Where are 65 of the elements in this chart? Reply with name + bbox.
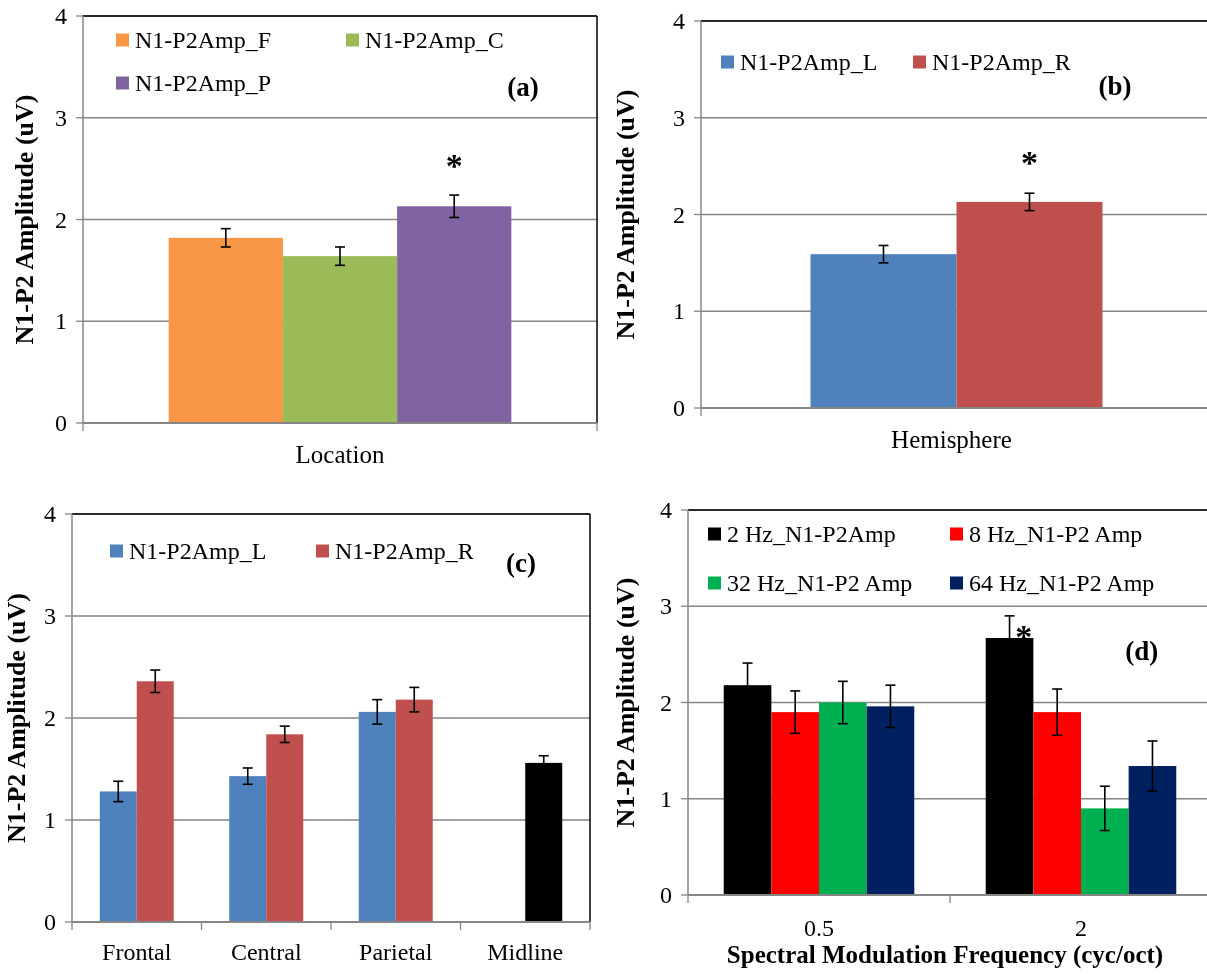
- legend-label: 64 Hz_N1-P2 Amp: [969, 570, 1155, 596]
- y-tick-label: 1: [44, 807, 56, 833]
- legend-label: N1-P2Amp_C: [365, 27, 504, 53]
- bar: [229, 776, 267, 922]
- x-axis-title: Location: [295, 441, 385, 468]
- y-tick-label: 0: [673, 395, 685, 421]
- bar: [1033, 712, 1081, 895]
- y-tick-label: 2: [44, 705, 56, 731]
- bar: [819, 702, 867, 895]
- bar: [266, 734, 304, 922]
- y-axis-title: N1-P2 Amplitude (uV): [611, 577, 640, 828]
- y-tick-label: 4: [44, 501, 56, 527]
- y-tick-label: 2: [673, 201, 685, 228]
- legend-label: 8 Hz_N1-P2 Amp: [969, 521, 1143, 547]
- y-tick-label: 0: [660, 882, 672, 908]
- bar: [395, 699, 433, 922]
- y-tick-label: 0: [44, 909, 56, 935]
- y-tick-label: 4: [55, 3, 67, 29]
- bar: [866, 706, 915, 895]
- y-tick-label: 3: [660, 593, 672, 620]
- annotation: *: [1015, 617, 1033, 655]
- annotation: (d): [1125, 636, 1159, 667]
- y-tick-label: 3: [673, 104, 685, 131]
- annotation: *: [1021, 143, 1038, 181]
- legend-label: N1-P2Amp_L: [740, 49, 878, 75]
- legend-label: N1-P2Amp_R: [932, 49, 1071, 75]
- x-tick-label: Central: [230, 939, 302, 965]
- annotation: (a): [507, 72, 539, 103]
- legend-label: N1-P2Amp_P: [135, 70, 272, 96]
- bar: [771, 712, 819, 895]
- x-tick-label: Frontal: [102, 939, 172, 965]
- bar: [282, 256, 398, 423]
- legend-label: 32 Hz_N1-P2 Amp: [727, 570, 913, 596]
- bar: [168, 237, 283, 423]
- y-tick-label: 3: [55, 104, 67, 131]
- bar: [1128, 766, 1177, 895]
- y-axis-title: N1-P2 Amplitude (uV): [10, 94, 39, 345]
- legend-label: N1-P2Amp_R: [335, 538, 474, 564]
- annotation: (b): [1098, 70, 1132, 101]
- annotation: (c): [506, 548, 537, 579]
- bar: [397, 206, 512, 423]
- y-tick-label: 2: [660, 689, 672, 716]
- bar: [358, 711, 396, 922]
- x-tick-label: Midline: [487, 939, 564, 965]
- legend-label: 2 Hz_N1-P2Amp: [727, 521, 896, 547]
- annotation: *: [445, 146, 463, 184]
- bar: [99, 791, 137, 922]
- y-axis-title: N1-P2 Amplitude (uV): [611, 89, 640, 340]
- y-tick-label: 1: [673, 298, 685, 325]
- y-tick-label: 1: [55, 308, 67, 335]
- y-tick-label: 0: [55, 410, 67, 436]
- y-tick-label: 1: [660, 785, 672, 812]
- y-tick-label: 4: [673, 8, 685, 34]
- y-tick-label: 4: [660, 497, 672, 523]
- x-axis-title: Hemisphere: [891, 426, 1012, 453]
- bar: [1081, 808, 1129, 895]
- y-axis-title: N1-P2 Amplitude (uV): [2, 593, 31, 843]
- legend-label: N1-P2Amp_L: [129, 538, 267, 564]
- bar: [136, 681, 174, 922]
- x-tick-label: Parietal: [359, 939, 433, 965]
- y-tick-label: 2: [55, 206, 67, 233]
- y-tick-label: 3: [44, 603, 56, 629]
- legend-label: N1-P2Amp_F: [135, 27, 272, 53]
- x-tick-label: 0.5: [804, 915, 834, 941]
- x-axis-title: Spectral Modulation Frequency (cyc/oct): [726, 941, 1164, 969]
